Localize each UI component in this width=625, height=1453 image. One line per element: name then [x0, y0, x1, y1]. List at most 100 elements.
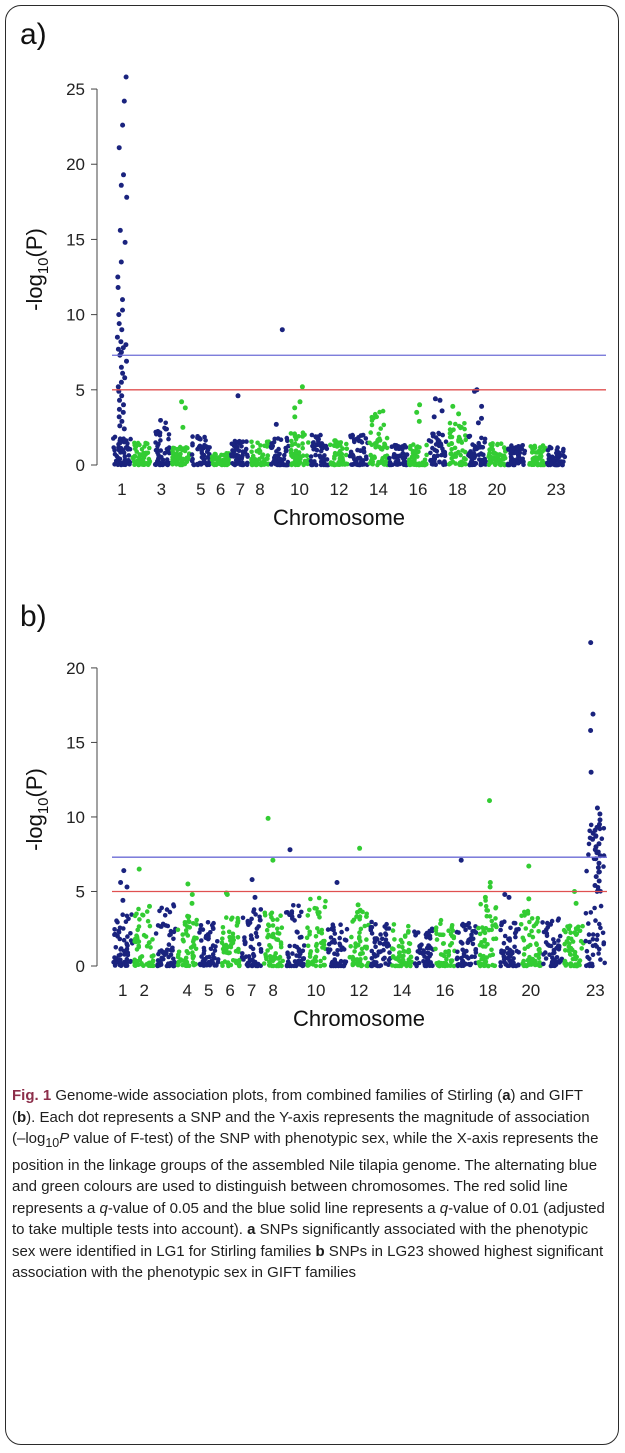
chromosome-7-peak [249, 877, 258, 900]
y-tick-label: 5 [76, 882, 85, 901]
snp-point [118, 182, 124, 188]
snp-point [395, 457, 401, 463]
snp-point [318, 940, 324, 946]
caption-text: ). Each dot represents a SNP and the Y-a… [12, 1108, 590, 1148]
snp-point [323, 443, 329, 449]
snp-point [246, 963, 251, 968]
snp-point [482, 894, 488, 900]
snp-point [459, 963, 464, 969]
snp-point [332, 958, 338, 964]
caption-text: ) and GIFT ( [12, 1087, 583, 1126]
snp-point [129, 912, 134, 917]
snp-point [300, 963, 306, 968]
snp-point [147, 940, 152, 945]
caption-bold: a [502, 1087, 511, 1104]
snp-point [568, 945, 574, 951]
snp-point [440, 952, 445, 958]
snp-point [601, 864, 606, 869]
chromosome-20-points [518, 908, 543, 969]
snp-point [424, 452, 429, 458]
snp-point [491, 963, 497, 968]
snp-point [391, 454, 397, 460]
snp-point [551, 457, 556, 462]
snp-point [229, 917, 234, 922]
snp-point [552, 940, 557, 946]
snp-point [258, 443, 263, 448]
snp-point [171, 904, 177, 909]
chromosome-4-peak [179, 399, 188, 430]
snp-point [334, 880, 340, 885]
snp-point [199, 938, 204, 943]
x-axis-title: Chromosome [273, 505, 405, 530]
snp-point [180, 932, 185, 937]
snp-point [344, 441, 349, 447]
snp-point [198, 444, 203, 450]
snp-point [300, 445, 306, 451]
snp-point [163, 426, 169, 432]
snp-point [122, 952, 127, 957]
snp-point [283, 910, 289, 915]
snp-point [598, 903, 604, 909]
snp-point [391, 922, 397, 927]
snp-point [267, 943, 272, 948]
snp-point [267, 954, 273, 959]
snp-point [332, 456, 337, 461]
snp-point [155, 963, 160, 969]
snp-point [321, 457, 327, 463]
snp-point [536, 955, 542, 961]
snp-point [122, 375, 128, 381]
snp-point [448, 958, 454, 963]
snp-point [206, 959, 211, 965]
snp-point [476, 925, 481, 931]
snp-point [387, 455, 392, 461]
snp-point [194, 922, 199, 927]
snp-point [137, 917, 142, 922]
snp-point [365, 963, 370, 969]
chromosome-12-peak [355, 845, 363, 908]
snp-point [168, 932, 173, 937]
snp-point [119, 393, 125, 399]
snp-point [358, 957, 363, 962]
snp-point [594, 944, 599, 949]
chromosome-3-points [152, 418, 172, 468]
snp-point [525, 944, 531, 949]
snp-point [479, 435, 484, 441]
snp-point [354, 436, 360, 442]
snp-point [323, 898, 328, 904]
snp-point [448, 932, 454, 937]
snp-point [479, 462, 484, 468]
x-tick-label: 18 [478, 981, 497, 1000]
snp-point [393, 963, 399, 969]
snp-point [513, 934, 518, 940]
snp-point [285, 438, 290, 444]
snp-point [395, 453, 401, 459]
snp-point [377, 409, 382, 415]
chromosome-7-points [239, 907, 264, 969]
snp-point [475, 420, 481, 426]
snp-point [316, 895, 322, 901]
snp-point [441, 932, 446, 938]
y-axis-title-paren: (P) [22, 228, 47, 257]
snp-point [537, 946, 542, 952]
chromosome-7-peak [235, 393, 241, 399]
snp-point [369, 925, 375, 930]
snp-point [356, 909, 362, 914]
snp-point [276, 963, 281, 969]
snp-point [121, 98, 127, 104]
snp-point [529, 928, 534, 934]
snp-point [596, 860, 602, 866]
snp-point [118, 957, 123, 963]
snp-point [292, 405, 298, 411]
snp-point [417, 950, 423, 955]
snp-point [369, 418, 375, 423]
snp-point [548, 461, 554, 467]
snp-point [382, 454, 388, 459]
snp-point [577, 928, 583, 934]
snp-point [460, 959, 465, 964]
snp-point [356, 942, 361, 948]
snp-point [511, 445, 516, 451]
snp-point [588, 769, 594, 775]
snp-point [598, 957, 603, 962]
snp-point [377, 940, 383, 946]
